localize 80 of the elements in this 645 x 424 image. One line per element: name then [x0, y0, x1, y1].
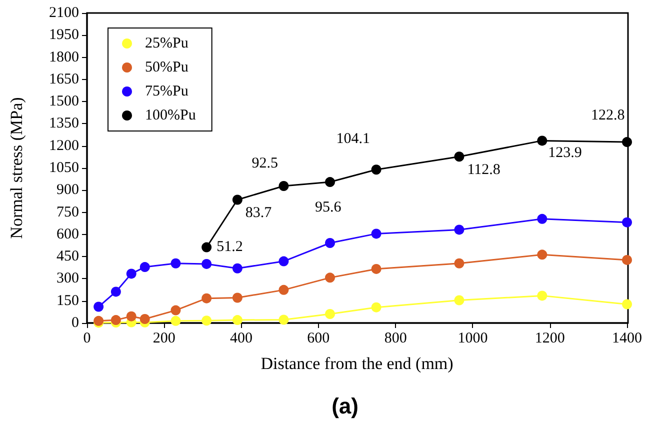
point: [537, 290, 548, 301]
point: [622, 137, 632, 148]
point: [278, 181, 289, 192]
point: [170, 316, 181, 326]
y-tick-label: 0: [72, 315, 79, 331]
y-tick-label: 1050: [49, 160, 79, 176]
y-tick-label: 300: [56, 270, 79, 287]
y-tick-label: 150: [56, 292, 79, 309]
point: [537, 250, 548, 260]
point: [325, 238, 335, 248]
point: [94, 302, 104, 312]
y-tick-label: 750: [56, 204, 79, 220]
y-tick-label: 1200: [49, 138, 79, 154]
point: [278, 256, 289, 266]
point: [325, 272, 335, 283]
point: [170, 258, 181, 268]
point: [325, 309, 335, 319]
point: [537, 214, 548, 224]
point: [140, 314, 150, 324]
point: [202, 293, 212, 304]
annotation: 104.1: [336, 131, 370, 148]
x-tick-label: 1000: [458, 330, 488, 346]
point: [325, 177, 335, 188]
annotation: 92.5: [252, 156, 278, 172]
point: [454, 258, 464, 268]
point: [622, 217, 632, 228]
text: (a): [332, 394, 358, 418]
point: [202, 316, 212, 326]
y-tick-label: 1650: [49, 71, 79, 88]
point: [537, 136, 548, 146]
point: [371, 164, 382, 175]
annotation: 123.9: [548, 145, 582, 162]
x-tick-label: 600: [307, 330, 330, 346]
annotation: 83.7: [245, 205, 272, 222]
x-axis-title: Distance from the end (mm): [260, 354, 454, 373]
point: [110, 315, 121, 326]
point: [371, 264, 382, 274]
x-tick-label: 800: [384, 330, 407, 346]
legend-label: 75%Pu: [145, 84, 189, 100]
x-tick-label: 1200: [534, 330, 565, 346]
point: [371, 228, 382, 239]
annotation: 95.6: [315, 200, 342, 216]
annotation: 51.2: [216, 238, 243, 255]
point: [232, 292, 242, 303]
point: [232, 315, 242, 326]
legend-label: 50%Pu: [145, 60, 189, 76]
annotation: 122.8: [591, 108, 625, 124]
point: [126, 268, 136, 279]
point: [622, 254, 632, 265]
point: [278, 314, 289, 325]
point: [622, 299, 632, 310]
y-tick-label: 1350: [49, 116, 79, 132]
point: [140, 262, 150, 272]
point: [202, 258, 212, 269]
point: [371, 302, 382, 312]
legend-label: 100%Pu: [145, 108, 196, 124]
point: [454, 152, 464, 162]
point: [170, 305, 181, 316]
y-tick-label: 1500: [49, 94, 79, 110]
x-tick-label: 200: [152, 330, 176, 346]
legend-label: 25%Pu: [145, 36, 189, 52]
point: [232, 194, 242, 205]
y-tick-label: 1800: [49, 49, 79, 66]
point: [278, 284, 289, 295]
point: [454, 224, 464, 235]
x-tick-label: 0: [83, 330, 91, 346]
y-tick-label: 900: [56, 182, 79, 198]
point: [126, 311, 136, 322]
x-tick-label: 1400: [612, 330, 642, 346]
y-tick-label: 450: [56, 248, 79, 265]
y-tick-label: 600: [56, 226, 79, 242]
x-tick-label: 400: [230, 330, 253, 346]
point: [110, 286, 121, 297]
point: [202, 242, 212, 252]
y-tick-label: 1950: [49, 27, 79, 44]
annotation: 112.8: [467, 162, 500, 178]
y-tick-label: 2100: [49, 5, 79, 21]
point: [454, 295, 464, 306]
point: [232, 263, 242, 274]
y-axis-title: Normal stress (MPa): [7, 97, 26, 239]
